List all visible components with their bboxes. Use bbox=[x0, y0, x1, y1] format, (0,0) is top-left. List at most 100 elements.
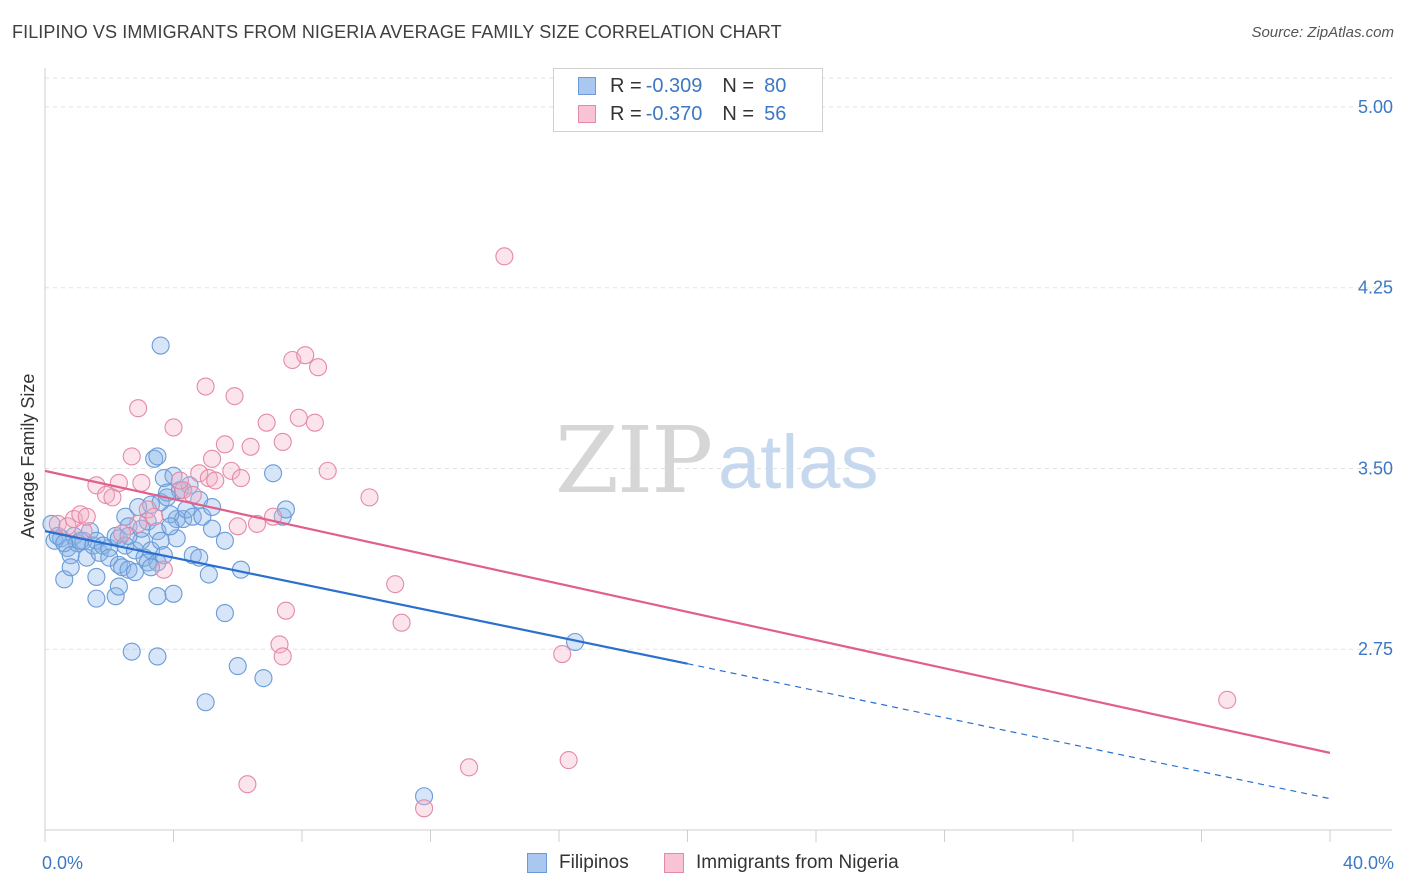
data-point bbox=[231, 469, 251, 488]
data-point bbox=[148, 447, 167, 466]
data-point bbox=[151, 531, 170, 550]
data-point bbox=[145, 449, 164, 468]
source-label: Source: ZipAtlas.com bbox=[1251, 24, 1394, 41]
data-point bbox=[309, 358, 328, 377]
legend-item-nigeria[interactable]: Immigrants from Nigeria bbox=[664, 852, 899, 874]
tick-labels: 2.75 3.50 4.25 5.00 0.0% 40.0% bbox=[42, 97, 1394, 873]
data-point bbox=[206, 471, 225, 490]
data-point bbox=[215, 531, 234, 550]
data-point bbox=[247, 514, 267, 533]
axes bbox=[44, 68, 1392, 842]
y-tick-label: 5.00 bbox=[1358, 97, 1393, 117]
data-point bbox=[164, 584, 183, 603]
data-point bbox=[122, 447, 141, 466]
data-point bbox=[318, 461, 337, 480]
legend-swatch-filipinos bbox=[527, 853, 547, 873]
data-point bbox=[122, 642, 141, 661]
y-axis-title: Average Family Size bbox=[18, 374, 38, 539]
data-point bbox=[238, 775, 257, 794]
data-point bbox=[61, 558, 80, 577]
series-legend: Filipinos Immigrants from Nigeria bbox=[0, 852, 1406, 878]
data-point bbox=[132, 473, 151, 492]
data-point bbox=[106, 587, 125, 606]
legend-swatch-nigeria bbox=[664, 853, 684, 873]
data-point bbox=[138, 553, 157, 572]
data-point bbox=[193, 507, 212, 526]
data-point bbox=[1218, 690, 1237, 709]
data-point bbox=[129, 399, 148, 418]
data-point bbox=[264, 464, 283, 483]
data-point bbox=[276, 601, 295, 620]
data-point bbox=[148, 647, 167, 666]
data-point bbox=[129, 514, 148, 533]
data-point bbox=[270, 635, 289, 654]
data-point bbox=[109, 577, 128, 596]
trend-lines bbox=[44, 469, 1331, 800]
legend-item-filipinos[interactable]: Filipinos bbox=[527, 852, 629, 874]
data-point bbox=[254, 669, 273, 688]
data-point bbox=[100, 548, 119, 567]
data-point bbox=[495, 247, 514, 266]
y-tick-label: 2.75 bbox=[1358, 639, 1393, 659]
data-point bbox=[222, 461, 241, 480]
data-point bbox=[148, 587, 167, 606]
legend-swatch-nigeria bbox=[578, 105, 596, 123]
data-point bbox=[87, 567, 106, 586]
legend-r-label: R = bbox=[610, 102, 642, 125]
data-point bbox=[415, 799, 434, 818]
legend-row-nigeria: R = -0.370 N = 56 bbox=[578, 101, 786, 127]
legend-row-filipinos: R = -0.309 N = 80 bbox=[578, 73, 786, 99]
legend-label-filipinos: Filipinos bbox=[559, 852, 629, 873]
data-point bbox=[132, 519, 151, 538]
data-point bbox=[145, 507, 164, 526]
data-point bbox=[164, 418, 183, 437]
series-filipinos bbox=[42, 336, 585, 806]
data-point bbox=[273, 647, 292, 666]
data-point bbox=[138, 500, 157, 519]
trend-line-nigeria bbox=[44, 469, 1331, 754]
data-point bbox=[113, 524, 132, 543]
chart-title: FILIPINO VS IMMIGRANTS FROM NIGERIA AVER… bbox=[12, 22, 782, 42]
legend-r-label: R = bbox=[610, 74, 642, 97]
data-point bbox=[459, 758, 479, 777]
data-point bbox=[196, 377, 215, 396]
data-point bbox=[203, 449, 222, 468]
y-tick-label: 3.50 bbox=[1358, 458, 1393, 478]
data-point bbox=[77, 507, 96, 526]
watermark: ZIP atlas bbox=[555, 407, 879, 514]
data-point bbox=[553, 645, 572, 664]
data-point bbox=[559, 751, 578, 770]
data-point bbox=[296, 346, 315, 365]
trend-line-filipinos bbox=[44, 530, 688, 665]
legend-r-value: -0.370 bbox=[645, 102, 703, 125]
x-tick-label: 0.0% bbox=[42, 853, 83, 873]
data-point bbox=[225, 387, 244, 406]
data-point bbox=[360, 488, 379, 507]
data-point bbox=[305, 413, 324, 432]
data-point bbox=[289, 408, 308, 427]
data-point bbox=[196, 693, 215, 712]
stats-legend: R = -0.309 N = 80 R = -0.370 N = 56 bbox=[553, 68, 823, 132]
data-point bbox=[151, 336, 170, 355]
data-point bbox=[273, 432, 292, 451]
data-point bbox=[392, 613, 411, 632]
data-point bbox=[183, 507, 202, 526]
data-point bbox=[215, 435, 234, 454]
watermark-atlas: atlas bbox=[718, 420, 879, 505]
legend-n-value: 80 bbox=[764, 74, 787, 97]
data-point bbox=[228, 657, 247, 676]
data-point bbox=[109, 555, 128, 574]
data-point bbox=[174, 481, 193, 500]
legend-r-value: -0.309 bbox=[645, 74, 703, 97]
series-nigeria bbox=[48, 247, 1237, 818]
data-points bbox=[42, 247, 1237, 818]
data-point bbox=[257, 413, 276, 432]
data-point bbox=[386, 575, 405, 594]
data-point bbox=[215, 604, 234, 623]
data-point bbox=[161, 517, 180, 536]
data-point bbox=[203, 519, 222, 538]
data-point bbox=[228, 517, 247, 536]
data-point bbox=[190, 464, 209, 483]
legend-label-nigeria: Immigrants from Nigeria bbox=[696, 852, 899, 873]
